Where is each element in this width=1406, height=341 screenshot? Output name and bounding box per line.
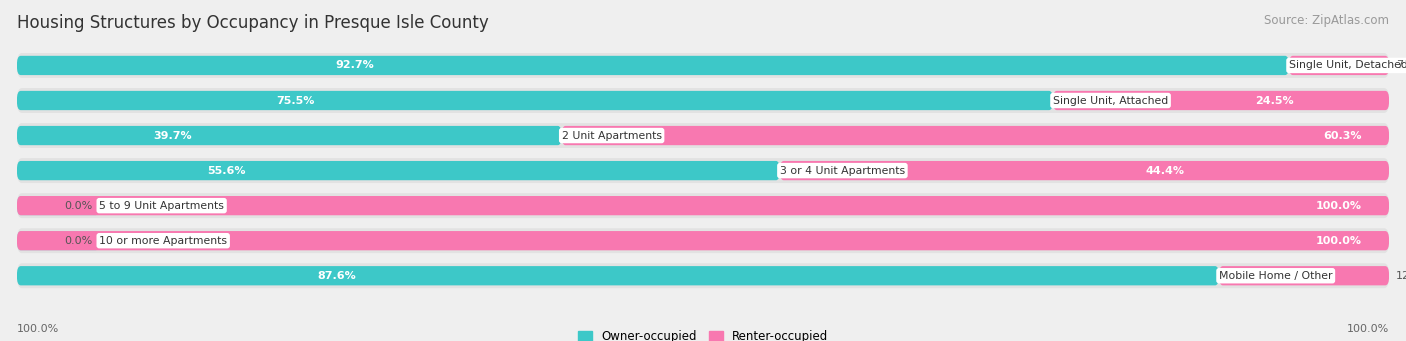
Text: 7.3%: 7.3% [1396, 60, 1406, 71]
Text: 100.0%: 100.0% [1316, 236, 1361, 246]
FancyBboxPatch shape [17, 228, 1389, 253]
FancyBboxPatch shape [17, 266, 1219, 285]
FancyBboxPatch shape [1219, 266, 1389, 285]
Text: 100.0%: 100.0% [1316, 201, 1361, 211]
FancyBboxPatch shape [1289, 56, 1389, 75]
Text: 3 or 4 Unit Apartments: 3 or 4 Unit Apartments [780, 166, 905, 176]
Text: 44.4%: 44.4% [1146, 166, 1184, 176]
Text: 0.0%: 0.0% [65, 201, 93, 211]
Text: 10 or more Apartments: 10 or more Apartments [100, 236, 228, 246]
FancyBboxPatch shape [17, 161, 780, 180]
FancyBboxPatch shape [17, 88, 1389, 113]
Text: 60.3%: 60.3% [1323, 131, 1361, 140]
FancyBboxPatch shape [1053, 91, 1389, 110]
FancyBboxPatch shape [17, 126, 561, 145]
Text: 12.4%: 12.4% [1396, 271, 1406, 281]
Text: Mobile Home / Other: Mobile Home / Other [1219, 271, 1333, 281]
Text: 75.5%: 75.5% [276, 95, 315, 105]
FancyBboxPatch shape [17, 91, 1053, 110]
FancyBboxPatch shape [17, 123, 1389, 148]
FancyBboxPatch shape [17, 196, 100, 215]
Text: Single Unit, Detached: Single Unit, Detached [1289, 60, 1406, 71]
FancyBboxPatch shape [17, 56, 1289, 75]
Text: 87.6%: 87.6% [318, 271, 356, 281]
FancyBboxPatch shape [17, 53, 1389, 78]
FancyBboxPatch shape [561, 126, 1389, 145]
FancyBboxPatch shape [17, 263, 1389, 288]
Text: Source: ZipAtlas.com: Source: ZipAtlas.com [1264, 14, 1389, 27]
Text: 55.6%: 55.6% [208, 166, 246, 176]
FancyBboxPatch shape [17, 231, 1389, 250]
Text: 5 to 9 Unit Apartments: 5 to 9 Unit Apartments [100, 201, 224, 211]
FancyBboxPatch shape [17, 196, 1389, 215]
FancyBboxPatch shape [17, 231, 100, 250]
FancyBboxPatch shape [17, 158, 1389, 183]
Text: 2 Unit Apartments: 2 Unit Apartments [561, 131, 662, 140]
Text: 100.0%: 100.0% [1347, 324, 1389, 334]
FancyBboxPatch shape [780, 161, 1389, 180]
FancyBboxPatch shape [17, 193, 1389, 218]
Legend: Owner-occupied, Renter-occupied: Owner-occupied, Renter-occupied [578, 330, 828, 341]
Text: Single Unit, Attached: Single Unit, Attached [1053, 95, 1168, 105]
Text: 92.7%: 92.7% [335, 60, 374, 71]
Text: 0.0%: 0.0% [65, 236, 93, 246]
Text: Housing Structures by Occupancy in Presque Isle County: Housing Structures by Occupancy in Presq… [17, 14, 489, 32]
Text: 100.0%: 100.0% [17, 324, 59, 334]
Text: 39.7%: 39.7% [153, 131, 191, 140]
Text: 24.5%: 24.5% [1254, 95, 1294, 105]
